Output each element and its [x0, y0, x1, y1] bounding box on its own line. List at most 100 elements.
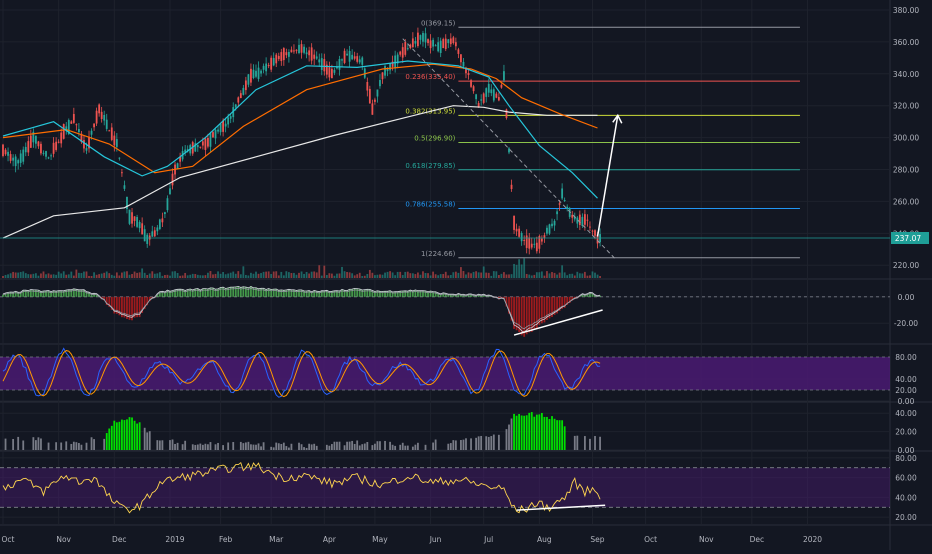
candle-body [493, 89, 495, 100]
volume-bar [301, 271, 303, 278]
candle-body [546, 228, 548, 234]
volume-bar [513, 264, 515, 278]
volume-bar [65, 275, 67, 278]
volume-bar [589, 275, 591, 278]
volume-bar [43, 271, 45, 278]
volume-bar [427, 273, 429, 278]
candle-body [351, 55, 353, 59]
candle-body [554, 221, 556, 226]
candle-body [83, 140, 85, 148]
candle-body [498, 97, 500, 100]
volume-bar [270, 274, 272, 278]
volume-bar [526, 274, 528, 278]
adx-bar [17, 437, 19, 450]
candle-body [536, 243, 538, 252]
volume-bar [273, 272, 275, 278]
adx-bar [116, 422, 118, 450]
candle-body [108, 130, 110, 131]
time-tick-label: Dec [112, 535, 127, 544]
adx-bar [182, 444, 184, 450]
volume-bar [356, 274, 358, 278]
adx-bar [240, 442, 242, 450]
candle-body [124, 185, 126, 189]
candle-body [154, 230, 156, 236]
candle-body [455, 42, 457, 46]
adx-bar [389, 442, 391, 450]
adx-bar [536, 415, 538, 450]
volume-bar [442, 274, 444, 278]
volume-bar [98, 274, 100, 278]
volume-bar [75, 270, 77, 278]
candle-body [101, 112, 103, 119]
candle-body [356, 56, 358, 62]
adx-bar [263, 442, 265, 450]
candle-body [63, 124, 65, 139]
candle-body [427, 39, 429, 43]
adx-bar [278, 443, 280, 450]
candle-body [296, 50, 298, 51]
volume-bar [420, 275, 422, 278]
volume-bar [212, 274, 214, 278]
volume-bar [45, 274, 47, 278]
candle-body [197, 145, 199, 147]
adx-bar [465, 438, 467, 450]
volume-bar [516, 265, 518, 278]
candle-body [334, 70, 336, 73]
adx-bar [366, 442, 368, 450]
volume-bar [197, 275, 199, 278]
adx-bar [412, 447, 414, 450]
adx-bar [447, 444, 449, 450]
time-tick-label: Oct [644, 535, 657, 544]
candle-body [374, 100, 376, 102]
adx-bar [531, 412, 533, 450]
momentum-bar [533, 297, 535, 329]
rsi-panel [0, 463, 890, 513]
adx-bar [242, 443, 244, 450]
volume-bar [134, 272, 136, 278]
adx-bar [432, 443, 434, 450]
candle-body [141, 223, 143, 234]
candle-body [255, 71, 257, 77]
candle-body [475, 94, 477, 99]
volume-bar [450, 275, 452, 278]
adx-bar [356, 440, 358, 450]
volume-bar [366, 274, 368, 278]
adx-bar [194, 445, 196, 450]
adx-bar [526, 415, 528, 450]
volume-bar [551, 272, 553, 278]
candle-body [116, 139, 118, 147]
momentum-bar [205, 288, 207, 296]
volume-bar [452, 272, 454, 278]
volume-bar [339, 273, 341, 278]
volume-bar [306, 272, 308, 278]
volume-bar [483, 266, 485, 278]
volume-bar [576, 272, 578, 278]
adx-bar [463, 440, 465, 450]
momentum-bar [523, 297, 525, 337]
adx-bar [511, 419, 513, 450]
stochastic-band [0, 357, 890, 390]
adx-bar [134, 421, 136, 450]
adx-bar [108, 429, 110, 450]
volume-bar [265, 272, 267, 278]
volume-bar [584, 272, 586, 278]
volume-bar [118, 275, 120, 278]
adx-bar [283, 443, 285, 450]
candle-body [129, 210, 131, 224]
price-tick-label: 0.00 [898, 293, 915, 302]
volume-bar [285, 271, 287, 278]
momentum-bar [518, 297, 520, 332]
volume-bar [149, 274, 151, 278]
volume-bar [111, 275, 113, 278]
volume-bar [349, 272, 351, 278]
volume-bar [167, 275, 169, 278]
candle-body [263, 66, 265, 70]
time-tick-label: May [372, 535, 388, 544]
candle-body [225, 124, 227, 127]
volume-bar [91, 276, 93, 278]
volume-bar [174, 271, 176, 278]
adx-bar [594, 436, 596, 450]
fib-level-label: 1(224.66) [421, 250, 456, 258]
